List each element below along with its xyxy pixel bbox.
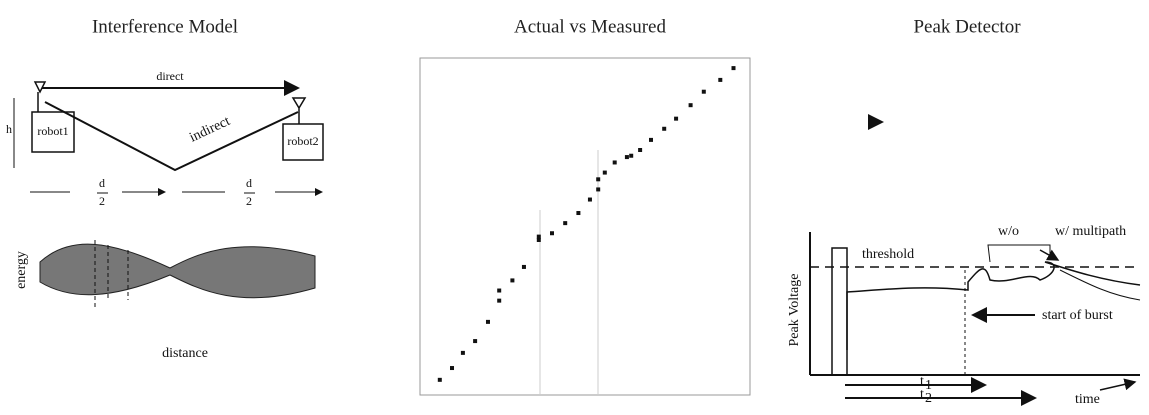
label: d	[99, 176, 105, 190]
point	[536, 234, 541, 239]
point	[688, 103, 693, 108]
point	[731, 66, 736, 71]
point	[674, 116, 679, 121]
label: 1	[925, 378, 932, 393]
label: h	[6, 122, 12, 136]
robot	[31, 111, 75, 153]
point	[497, 298, 502, 303]
point	[521, 264, 526, 269]
arrow	[1039, 249, 1060, 261]
antenna	[291, 97, 307, 124]
point	[485, 319, 490, 324]
energy-waveform	[39, 243, 316, 299]
label: robot2	[287, 134, 318, 148]
panel-title: Peak Detector	[913, 16, 1021, 37]
axis-label: Peak Voltage	[787, 274, 802, 347]
panel-title: Interference Model	[92, 16, 238, 37]
point	[662, 126, 667, 131]
point	[638, 148, 643, 153]
point	[602, 170, 607, 175]
interference-diagram	[13, 80, 324, 196]
signal-tail	[1059, 269, 1141, 301]
point	[497, 288, 502, 293]
marker-lines	[94, 240, 129, 310]
point	[629, 153, 634, 158]
label: 2	[246, 194, 252, 208]
robot	[282, 123, 324, 161]
point	[596, 177, 601, 182]
point	[563, 221, 568, 226]
label: t	[920, 374, 924, 389]
antenna	[33, 81, 47, 112]
point	[550, 231, 554, 236]
axis-label: energy	[14, 251, 29, 289]
label: robot1	[37, 124, 68, 138]
label: direct	[156, 69, 184, 83]
label: d	[246, 176, 252, 190]
point	[649, 137, 653, 142]
point	[701, 89, 706, 94]
plot-frame	[419, 57, 751, 396]
point	[536, 237, 541, 242]
label: t	[920, 387, 924, 402]
point	[473, 339, 478, 344]
point	[450, 366, 455, 371]
point	[437, 377, 442, 382]
label: w/o	[998, 224, 1019, 239]
point	[460, 350, 465, 355]
axis-label: distance	[162, 346, 208, 361]
label: w/ multipath	[1055, 224, 1126, 239]
point	[510, 278, 515, 283]
panel-title: Actual vs Measured	[514, 16, 666, 37]
label: 2	[925, 391, 932, 406]
label: indirect	[187, 114, 232, 146]
label: 2	[99, 194, 105, 208]
point	[596, 187, 601, 192]
label: time	[1075, 392, 1100, 407]
point	[612, 160, 617, 165]
scatter-points	[437, 66, 736, 382]
point	[576, 211, 581, 216]
label: threshold	[862, 247, 914, 262]
signal-without	[846, 261, 1141, 350]
time-arrow	[1099, 378, 1137, 391]
point	[718, 77, 723, 82]
signal-with	[987, 244, 1051, 263]
label: start of burst	[1042, 308, 1113, 323]
point	[624, 155, 629, 160]
peak-plot	[809, 114, 1141, 406]
point	[587, 197, 592, 202]
indirect-path	[44, 101, 299, 172]
